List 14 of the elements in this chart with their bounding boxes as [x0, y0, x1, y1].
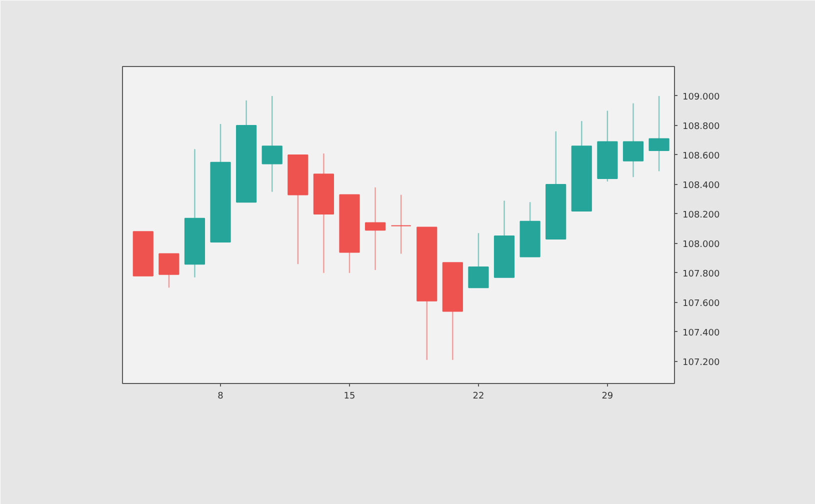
y-tick-label: 107.400	[682, 328, 720, 338]
y-tick-label: 107.200	[682, 358, 720, 368]
x-tick-label: 29	[602, 392, 614, 402]
x-tick-label: 15	[344, 392, 356, 402]
y-tick-label: 108.600	[682, 151, 720, 162]
y-tick-label: 108.200	[682, 210, 720, 220]
y-tick-label: 108.000	[682, 240, 720, 250]
y-tick-label: 108.400	[682, 180, 720, 191]
x-tick-label: 22	[472, 392, 484, 402]
y-tick-label: 107.600	[682, 298, 720, 309]
y-tick-label: 108.800	[682, 122, 720, 132]
y-tick-label: 107.800	[682, 269, 720, 280]
y-tick-label: 109.000	[682, 92, 720, 102]
x-tick-label: 8	[218, 392, 224, 402]
